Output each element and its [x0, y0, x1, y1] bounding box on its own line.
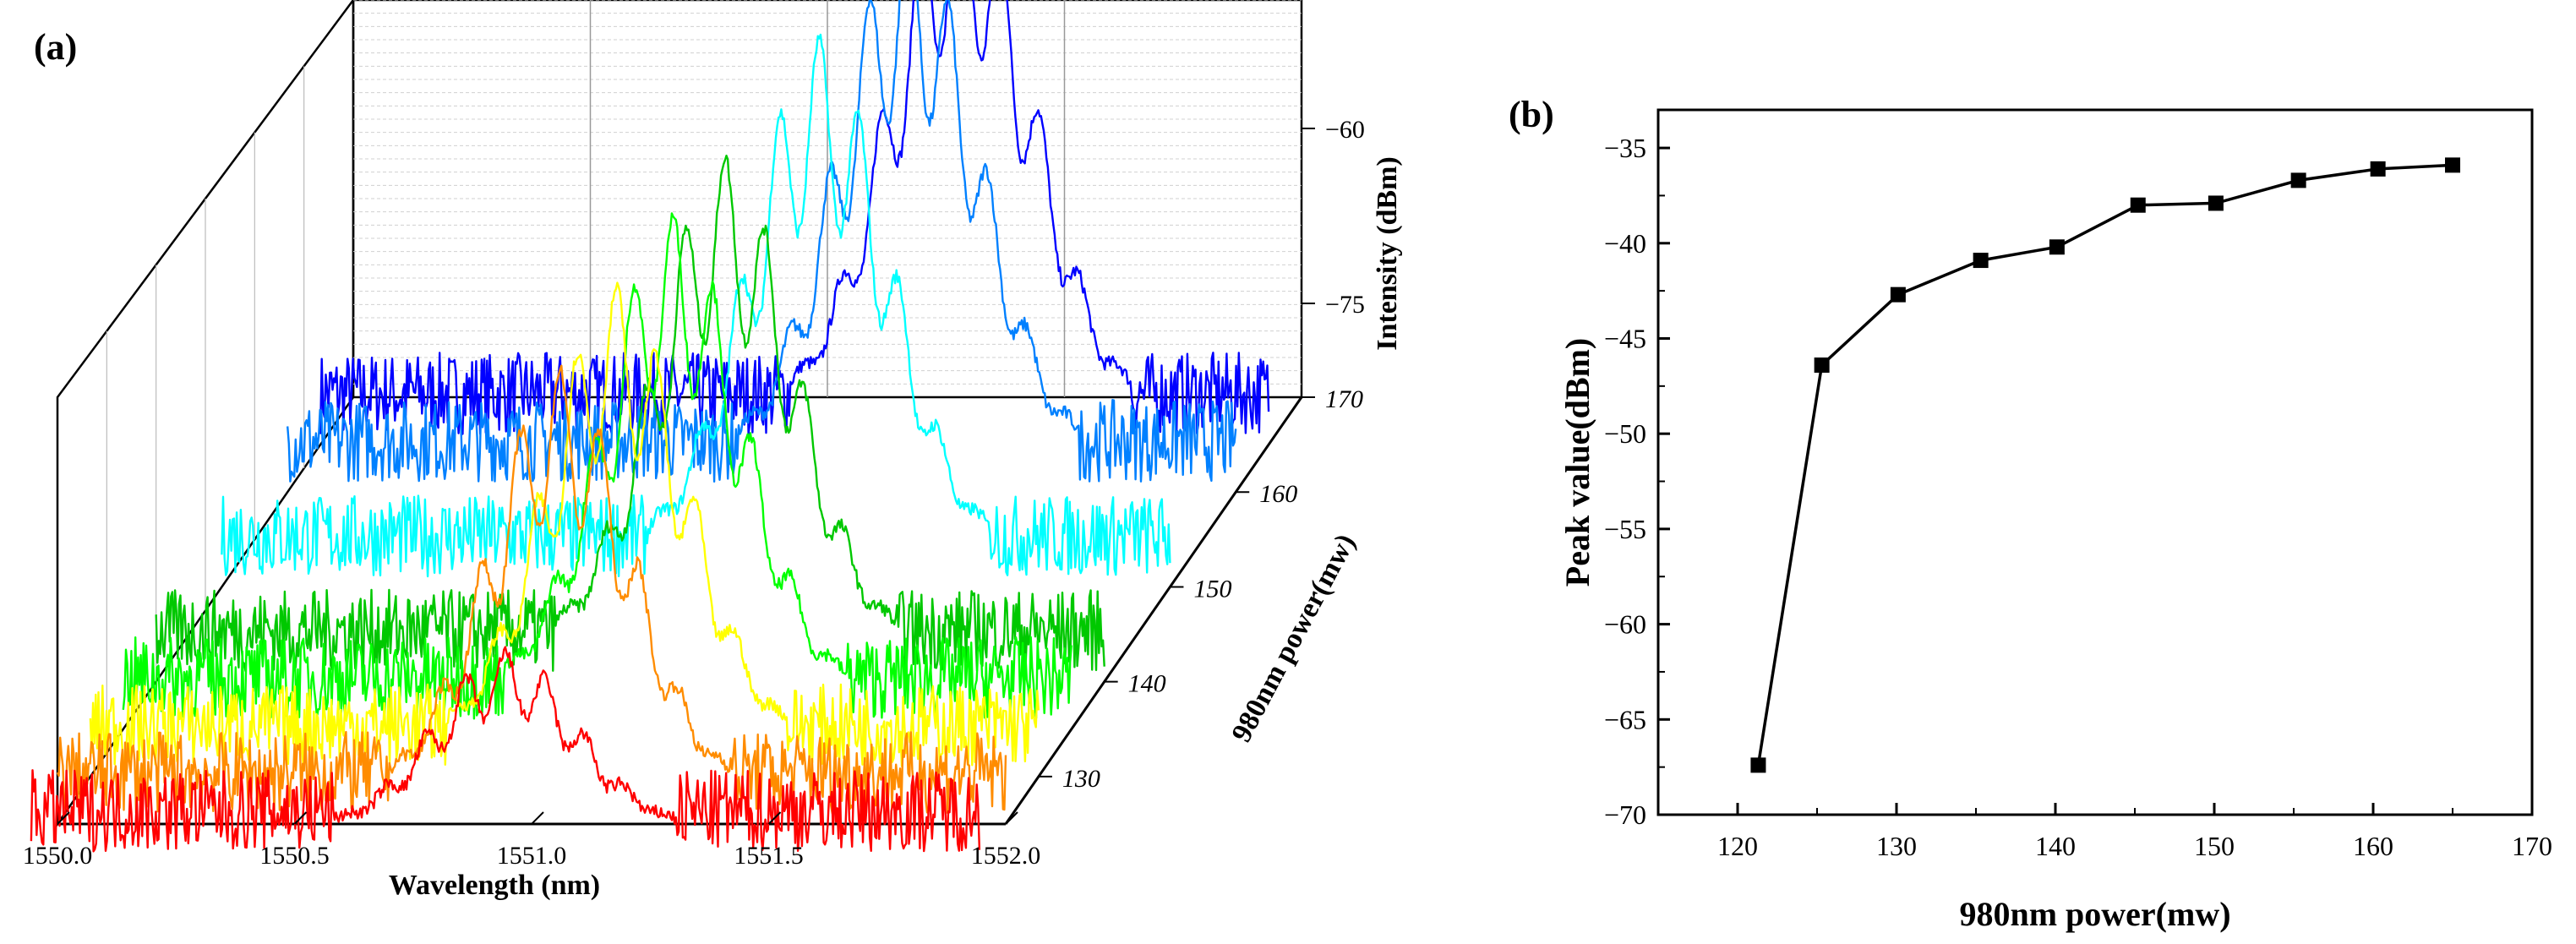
b-x-tick-label: 140 [2035, 831, 2076, 861]
b-y-tick-label: −65 [1604, 704, 1646, 734]
y-tick-label: 170 [1325, 385, 1363, 413]
x-tick-label: 1552.0 [971, 842, 1041, 870]
panel-b-plot-frame [1656, 108, 2534, 816]
panel-a-y-axis-label: 980nm power(mw) [1225, 529, 1362, 747]
spectrum-trace [221, 33, 1171, 578]
peak-marker [1973, 253, 1989, 269]
b-y-tick-label: −45 [1604, 323, 1646, 353]
z-tick-label: −75 [1325, 291, 1365, 319]
peak-marker [2370, 161, 2386, 177]
panel-a-z-axis-label: Intensity (dBm) [1372, 156, 1403, 351]
peak-marker [2290, 172, 2306, 188]
panel-a-ticks: 1550.0 1550.5 1551.0 1551.5 1552.0 130 140 150 1… [23, 116, 1365, 870]
b-y-tick-label: −40 [1604, 228, 1646, 259]
spectrum-trace [319, 0, 1270, 435]
x-tick-mark [293, 811, 308, 825]
y-tick-label: 150 [1193, 575, 1231, 603]
spectrum-trace [89, 281, 1040, 767]
panel-b-series [1750, 157, 2460, 773]
y-tick-label: 160 [1259, 480, 1297, 508]
b-y-tick-label: −60 [1604, 609, 1646, 640]
peak-marker [1890, 286, 1906, 303]
b-y-tick-label: −70 [1604, 799, 1646, 830]
x-tick-label: 1551.0 [497, 842, 567, 870]
panel-b-y-axis-label: Peak value(dBm) [1558, 338, 1596, 587]
b-x-tick-label: 160 [2353, 831, 2393, 861]
y-tick-label: 130 [1062, 765, 1100, 793]
peak-line [1756, 163, 2453, 766]
peak-marker [2049, 239, 2065, 255]
peak-marker [2208, 195, 2224, 211]
b-x-tick-label: 150 [2194, 831, 2235, 861]
b-x-tick-label: 130 [1876, 831, 1917, 861]
x-tick-mark [531, 811, 544, 825]
x-tick-mark [1005, 811, 1018, 825]
panel-a-x-axis-label: Wavelength (nm) [389, 870, 600, 901]
panel-b-peak-chart: (b) 120 130 140 150 160 170 −35 −40 −45 −50 −55 −60… [1509, 94, 2552, 933]
panel-b-label: (b) [1509, 94, 1554, 135]
z-tick-label: −60 [1325, 116, 1365, 144]
b-y-tick-label: −50 [1604, 418, 1646, 449]
spectrum-trace [30, 646, 981, 853]
peak-marker [2445, 157, 2460, 173]
peak-marker [1750, 757, 1766, 773]
b-x-tick-label: 170 [2512, 831, 2552, 861]
spectrum-trace [56, 364, 1007, 815]
b-y-tick-label: −55 [1604, 514, 1646, 544]
spectrum-trace [122, 212, 1072, 720]
x-tick-label: 1551.5 [734, 842, 804, 870]
panel-a-waterfall-chart: (a) 1550.0 1550.5 1551.0 1551.5 1552.0 130 140… [23, 0, 1403, 901]
x-tick-label: 1550.5 [259, 842, 330, 870]
panel-b-ticks: 120 130 140 150 160 170 −35 −40 −45 −50 −55 −60 −65 −… [1604, 133, 2552, 861]
panel-a-spectra [30, 0, 1270, 853]
y-axis-line [1004, 396, 1303, 825]
panel-a-label: (a) [34, 26, 77, 68]
peak-marker [2130, 197, 2146, 213]
panel-b-x-axis-label: 980nm power(mw) [1959, 895, 2230, 933]
y-tick-label: 140 [1128, 670, 1166, 698]
peak-marker [1814, 357, 1830, 374]
x-tick-label: 1550.0 [23, 842, 93, 870]
x-tick-mark [57, 811, 70, 825]
panel-a-axes-frame [56, 0, 1303, 827]
b-x-tick-label: 120 [1717, 831, 1758, 861]
x-tick-mark [767, 811, 782, 825]
spectrum-trace [287, 0, 1237, 483]
spectrum-trace [155, 154, 1105, 673]
b-y-tick-label: −35 [1604, 133, 1646, 163]
